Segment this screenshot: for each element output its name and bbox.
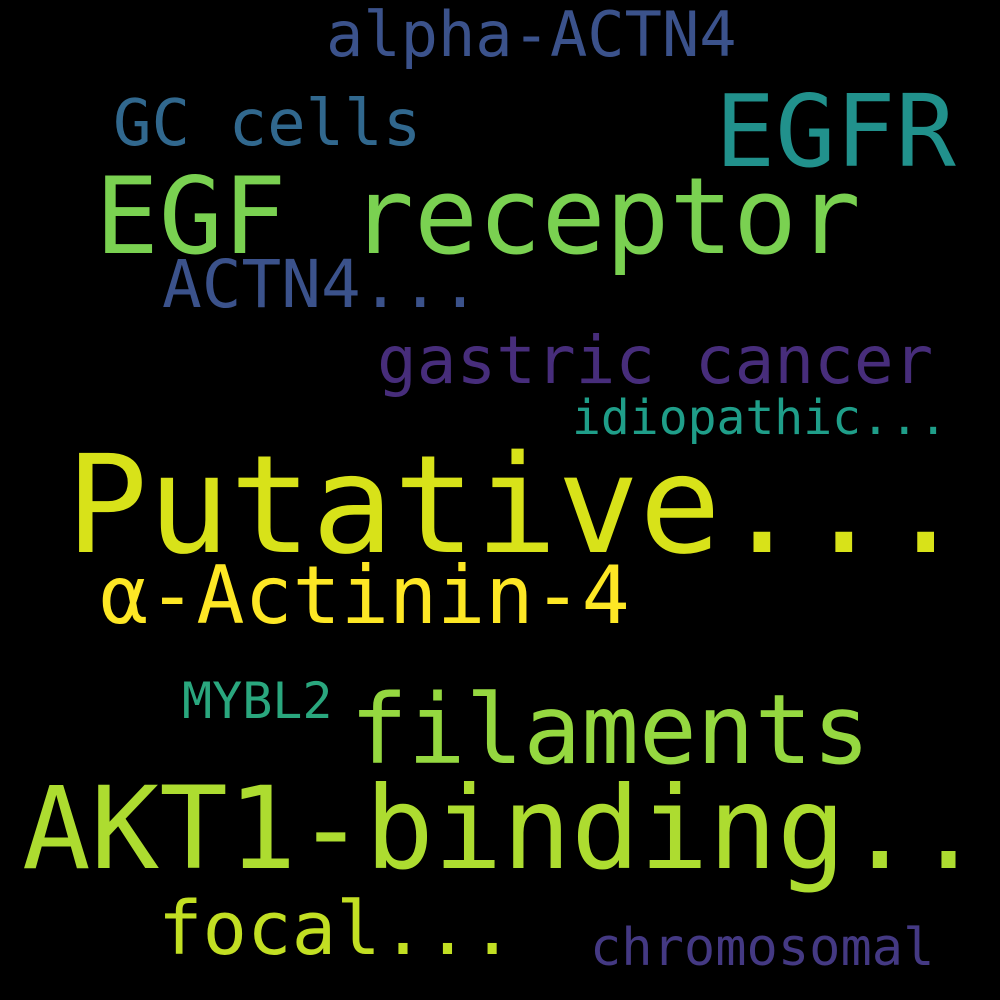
word-gc-cells: GC cells	[113, 87, 422, 161]
word-gastric-cancer: gastric cancer	[377, 322, 934, 399]
word-alpha-actn4: alpha-ACTN4	[326, 0, 737, 71]
word-idiopathic: idiopathic...	[572, 390, 948, 446]
word-alpha-actinin-4: α-Actinin-4	[100, 549, 630, 642]
word-akt1-binding: AKT1-binding...	[22, 762, 1000, 895]
word-putative: Putative...	[66, 427, 967, 585]
word-chromosomal: chromosomal	[590, 918, 935, 978]
word-mybl2: MYBL2	[182, 672, 333, 730]
word-egf-receptor: EGF receptor	[95, 155, 861, 278]
word-egfr: EGFR	[715, 73, 956, 190]
word-focal: focal...	[158, 886, 515, 972]
word-filaments: filaments	[350, 674, 871, 786]
word-actn4: ACTN4...	[162, 246, 480, 323]
